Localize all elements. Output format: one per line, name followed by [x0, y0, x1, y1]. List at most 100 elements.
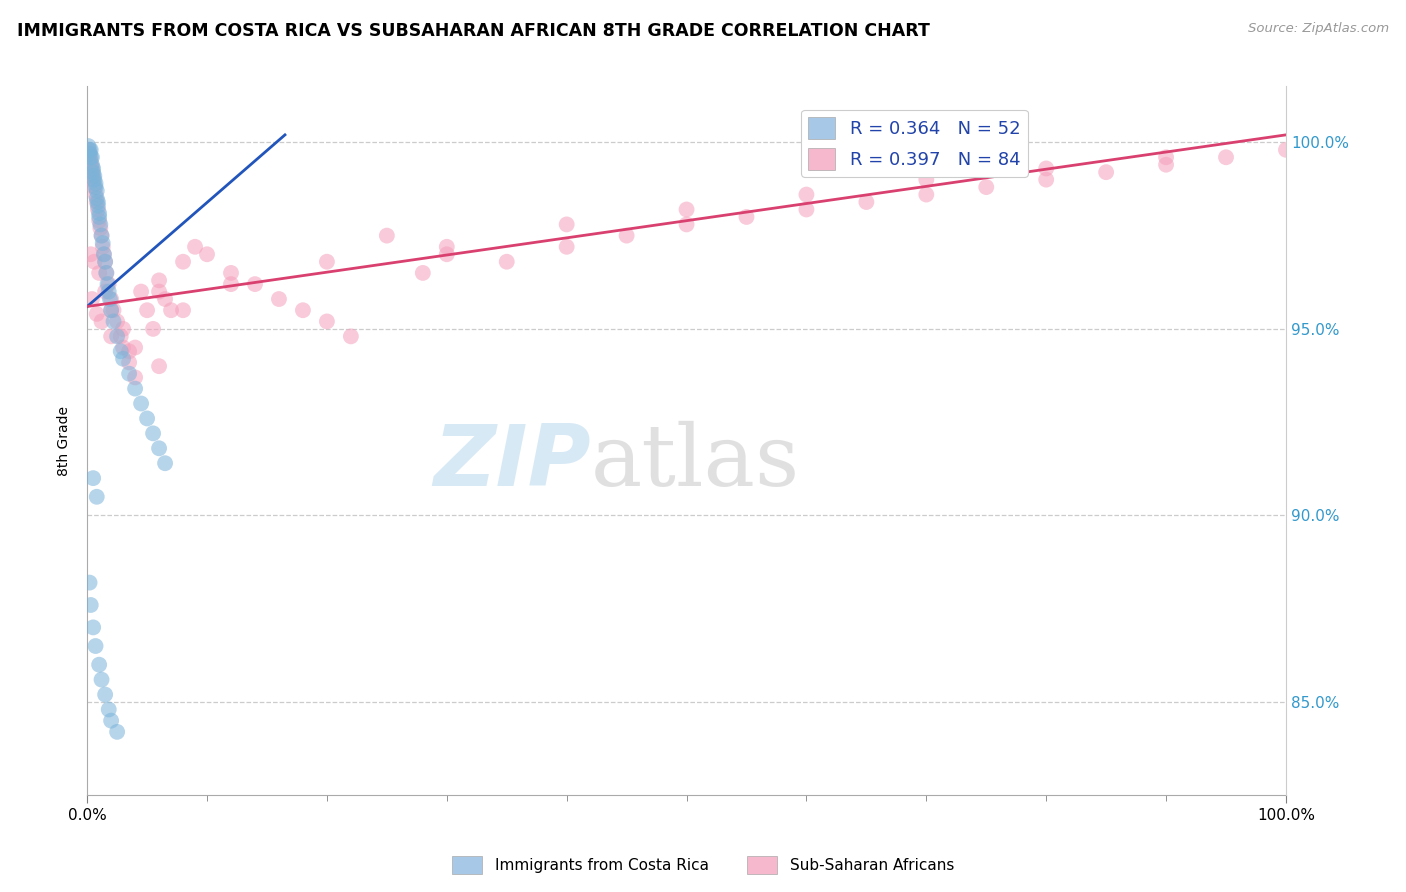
Point [94, 688, 117, 702]
Point [340, 329, 363, 343]
Point [124, 382, 146, 396]
Point [84, 180, 107, 194]
Point [98, 292, 121, 306]
Point [96, 266, 118, 280]
Point [77, 143, 100, 157]
Point [80, 153, 103, 168]
Point [90, 314, 112, 328]
Point [90, 673, 112, 687]
Point [148, 285, 170, 299]
Point [616, 228, 638, 243]
Point [82, 161, 104, 176]
Point [84, 177, 107, 191]
Point [555, 240, 578, 254]
Point [100, 714, 122, 728]
Point [77, 139, 100, 153]
Point [79, 146, 101, 161]
Point [148, 359, 170, 374]
Point [82, 471, 104, 485]
Point [675, 202, 697, 217]
Point [80, 150, 103, 164]
Point [80, 165, 103, 179]
Point [80, 247, 103, 261]
Point [1275, 143, 1298, 157]
Point [97, 702, 120, 716]
Point [91, 235, 114, 250]
Point [82, 620, 104, 634]
Point [105, 724, 128, 739]
Point [142, 322, 165, 336]
Point [243, 277, 266, 292]
Point [96, 266, 118, 280]
Point [118, 367, 141, 381]
Point [79, 575, 101, 590]
Point [83, 254, 105, 268]
Point [124, 341, 146, 355]
Point [160, 303, 183, 318]
Point [375, 228, 398, 243]
Point [82, 172, 104, 186]
Point [87, 202, 110, 217]
Point [412, 266, 434, 280]
Point [172, 303, 194, 318]
Point [1095, 165, 1118, 179]
Point [93, 247, 115, 261]
Point [89, 266, 111, 280]
Point [80, 598, 103, 612]
Point [148, 273, 170, 287]
Point [87, 199, 110, 213]
Point [89, 218, 111, 232]
Point [1215, 150, 1237, 164]
Point [83, 172, 105, 186]
Point [118, 355, 141, 369]
Point [100, 303, 122, 318]
Point [80, 158, 103, 172]
Point [84, 639, 107, 653]
Point [1035, 161, 1057, 176]
Point [94, 254, 117, 268]
Point [129, 396, 152, 410]
Point [124, 370, 146, 384]
Point [555, 218, 578, 232]
Text: atlas: atlas [591, 420, 800, 504]
Point [219, 277, 242, 292]
Point [112, 351, 135, 366]
Text: ZIP: ZIP [433, 421, 591, 504]
Point [97, 277, 120, 292]
Point [86, 191, 108, 205]
Point [89, 210, 111, 224]
Point [675, 218, 697, 232]
Point [153, 292, 176, 306]
Point [89, 221, 111, 235]
Point [90, 228, 112, 243]
Point [316, 254, 339, 268]
Point [855, 194, 877, 209]
Point [91, 240, 114, 254]
Point [110, 344, 132, 359]
Point [79, 143, 101, 157]
Legend: R = 0.364   N = 52, R = 0.397   N = 84: R = 0.364 N = 52, R = 0.397 N = 84 [801, 110, 1028, 178]
Point [1154, 150, 1177, 164]
Text: IMMIGRANTS FROM COSTA RICA VS SUBSAHARAN AFRICAN 8TH GRADE CORRELATION CHART: IMMIGRANTS FROM COSTA RICA VS SUBSAHARAN… [17, 22, 929, 40]
Point [219, 266, 242, 280]
Point [79, 146, 101, 161]
Point [110, 329, 132, 343]
Point [84, 187, 107, 202]
Point [89, 206, 111, 220]
Point [93, 247, 115, 261]
Point [96, 277, 118, 292]
Point [184, 240, 207, 254]
Point [436, 240, 458, 254]
Point [80, 150, 103, 164]
Point [100, 292, 122, 306]
Point [80, 143, 103, 157]
Point [80, 161, 103, 176]
Point [172, 254, 194, 268]
Point [195, 247, 218, 261]
Point [105, 314, 128, 328]
Point [735, 210, 758, 224]
Point [796, 187, 818, 202]
Point [86, 490, 108, 504]
Point [103, 314, 125, 328]
Point [105, 329, 128, 343]
